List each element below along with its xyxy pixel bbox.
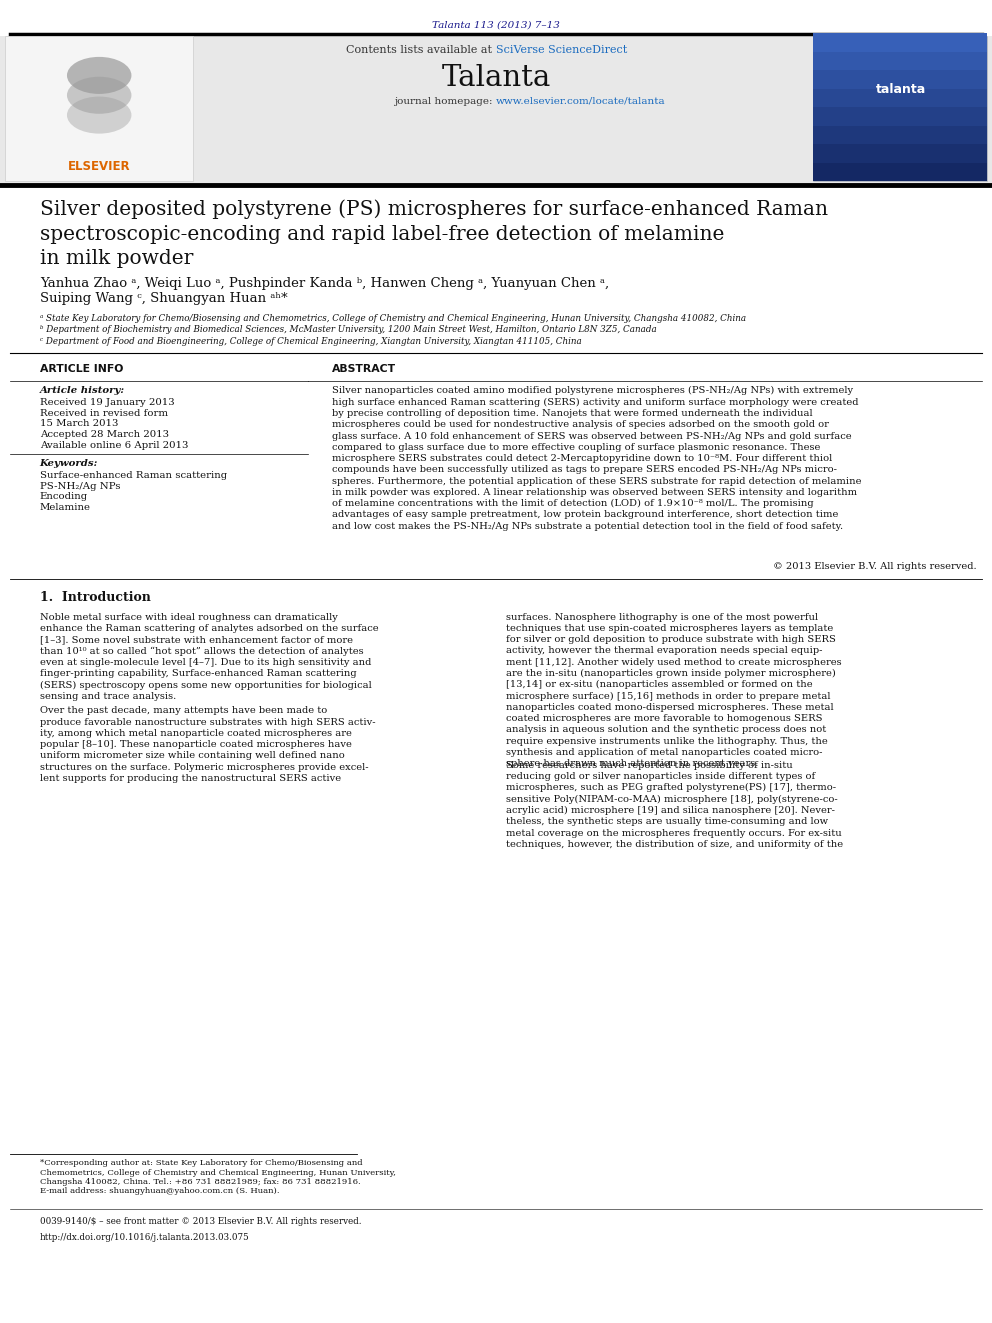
Text: journal homepage:: journal homepage: xyxy=(394,97,496,106)
Text: surfaces. Nanosphere lithography is one of the most powerful
techniques that use: surfaces. Nanosphere lithography is one … xyxy=(506,613,841,769)
Text: SciVerse ScienceDirect: SciVerse ScienceDirect xyxy=(496,45,627,56)
Text: 1.  Introduction: 1. Introduction xyxy=(40,591,151,605)
Text: Over the past decade, many attempts have been made to
produce favorable nanostru: Over the past decade, many attempts have… xyxy=(40,706,375,783)
Text: E-mail address: shuangyhuan@yahoo.com.cn (S. Huan).: E-mail address: shuangyhuan@yahoo.com.cn… xyxy=(40,1187,280,1195)
FancyBboxPatch shape xyxy=(813,89,987,107)
Text: ELSEVIER: ELSEVIER xyxy=(67,160,131,173)
Text: *Corresponding author at: State Key Laboratory for Chemo/Biosensing and
Chemomet: *Corresponding author at: State Key Labo… xyxy=(40,1159,396,1187)
Text: Surface-enhanced Raman scattering: Surface-enhanced Raman scattering xyxy=(40,471,227,480)
Text: http://dx.doi.org/10.1016/j.talanta.2013.03.075: http://dx.doi.org/10.1016/j.talanta.2013… xyxy=(40,1233,249,1242)
Text: Some researchers have reported the possibility of in-situ
reducing gold or silve: Some researchers have reported the possi… xyxy=(506,761,843,849)
FancyBboxPatch shape xyxy=(813,70,987,89)
Text: Talanta 113 (2013) 7–13: Talanta 113 (2013) 7–13 xyxy=(433,20,559,29)
Text: www.elsevier.com/locate/talanta: www.elsevier.com/locate/talanta xyxy=(496,97,666,106)
FancyBboxPatch shape xyxy=(813,107,987,126)
FancyBboxPatch shape xyxy=(5,36,193,181)
Text: ARTICLE INFO: ARTICLE INFO xyxy=(40,364,123,374)
Text: Available online 6 April 2013: Available online 6 April 2013 xyxy=(40,441,188,450)
Text: talanta: talanta xyxy=(876,83,926,97)
Text: Article history:: Article history: xyxy=(40,386,125,396)
Ellipse shape xyxy=(67,57,131,94)
Text: PS-NH₂/Ag NPs: PS-NH₂/Ag NPs xyxy=(40,482,120,491)
Text: Encoding: Encoding xyxy=(40,492,88,501)
Text: Suiping Wang ᶜ, Shuangyan Huan ᵃʰ*: Suiping Wang ᶜ, Shuangyan Huan ᵃʰ* xyxy=(40,292,288,306)
FancyBboxPatch shape xyxy=(0,36,992,183)
FancyBboxPatch shape xyxy=(813,33,987,52)
Text: Talanta: Talanta xyxy=(441,64,551,91)
Text: Received in revised form: Received in revised form xyxy=(40,409,168,418)
Text: ABSTRACT: ABSTRACT xyxy=(332,364,397,374)
Text: Contents lists available at: Contents lists available at xyxy=(346,45,496,56)
Text: Accepted 28 March 2013: Accepted 28 March 2013 xyxy=(40,430,169,439)
FancyBboxPatch shape xyxy=(813,126,987,144)
Text: Noble metal surface with ideal roughness can dramatically
enhance the Raman scat: Noble metal surface with ideal roughness… xyxy=(40,613,378,701)
Text: Yanhua Zhao ᵃ, Weiqi Luo ᵃ, Pushpinder Kanda ᵇ, Hanwen Cheng ᵃ, Yuanyuan Chen ᵃ,: Yanhua Zhao ᵃ, Weiqi Luo ᵃ, Pushpinder K… xyxy=(40,277,609,290)
Ellipse shape xyxy=(67,77,131,114)
FancyBboxPatch shape xyxy=(813,36,987,181)
Text: ᶜ Department of Food and Bioengineering, College of Chemical Engineering, Xiangt: ᶜ Department of Food and Bioengineering,… xyxy=(40,337,581,347)
Text: © 2013 Elsevier B.V. All rights reserved.: © 2013 Elsevier B.V. All rights reserved… xyxy=(774,562,977,572)
Text: ᵃ State Key Laboratory for Chemo/Biosensing and Chemometrics, College of Chemist: ᵃ State Key Laboratory for Chemo/Biosens… xyxy=(40,314,746,323)
Text: Received 19 January 2013: Received 19 January 2013 xyxy=(40,398,175,407)
FancyBboxPatch shape xyxy=(813,52,987,70)
Text: 15 March 2013: 15 March 2013 xyxy=(40,419,118,429)
Text: Silver deposited polystyrene (PS) microspheres for surface-enhanced Raman
spectr: Silver deposited polystyrene (PS) micros… xyxy=(40,200,827,269)
Text: Melamine: Melamine xyxy=(40,503,90,512)
FancyBboxPatch shape xyxy=(813,144,987,163)
Text: ᵇ Department of Biochemistry and Biomedical Sciences, McMaster University, 1200 : ᵇ Department of Biochemistry and Biomedi… xyxy=(40,325,657,335)
Text: 0039-9140/$ – see front matter © 2013 Elsevier B.V. All rights reserved.: 0039-9140/$ – see front matter © 2013 El… xyxy=(40,1217,361,1226)
Ellipse shape xyxy=(67,97,131,134)
Text: Silver nanoparticles coated amino modified polystyrene microspheres (PS-NH₂/Ag N: Silver nanoparticles coated amino modifi… xyxy=(332,386,862,531)
FancyBboxPatch shape xyxy=(813,163,987,181)
Text: Keywords:: Keywords: xyxy=(40,459,98,468)
